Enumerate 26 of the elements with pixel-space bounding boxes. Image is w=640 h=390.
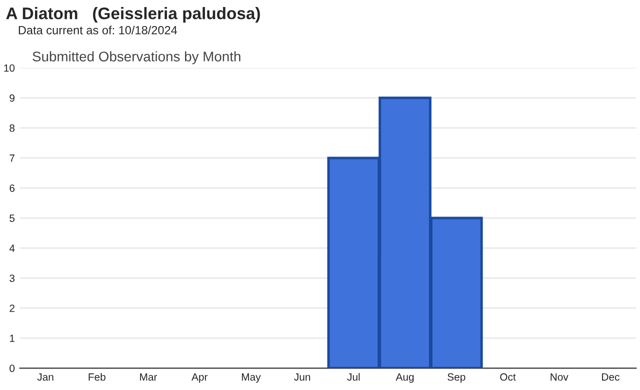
chart-title: A Diatom (Geissleria paludosa) [6,7,260,23]
text: Submitted Observations by Month [32,51,240,64]
y-tick-label: 10 [4,64,15,72]
x-tick-label: Nov [550,373,568,381]
x-tick-label: Jul [347,373,360,381]
x-tick-label: Oct [500,373,516,381]
x-tick-label: Jan [37,373,54,381]
x-tick-label: Feb [88,373,106,381]
y-tick-label: 7 [10,154,14,162]
y-tick-label: 0 [10,364,15,372]
y-tick-label: 1 [10,334,14,342]
y-tick-label: 5 [10,214,15,222]
x-tick-label: Dec [602,373,620,381]
x-tick-label: Jun [294,373,310,381]
y-tick-label: 6 [10,184,15,192]
chart-subtitle: Data current as of: 10/18/2024 [18,26,178,34]
x-tick-label: Apr [192,373,208,383]
x-tick-label: Sep [448,373,466,383]
x-tick-label: Aug [396,373,414,383]
y-tick-label: 3 [10,274,15,282]
y-tick-label: 4 [9,244,15,252]
y-tick-label: 2 [10,304,14,312]
x-tick-label: May [242,373,261,383]
y-tick-label: 9 [10,94,14,102]
x-tick-label: Mar [140,373,158,381]
y-tick-label: 8 [10,124,15,132]
